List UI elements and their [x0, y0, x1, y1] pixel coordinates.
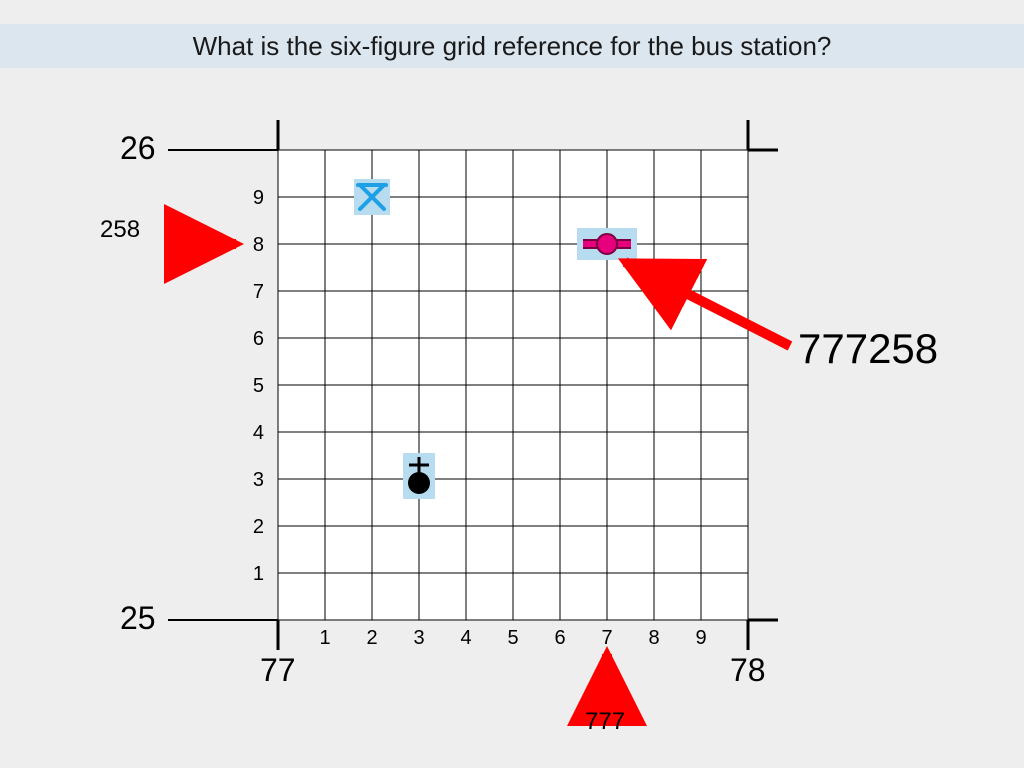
y-sublabel: 4 [253, 422, 264, 444]
y-sublabel: 2 [253, 516, 264, 538]
y-sublabel: 6 [253, 328, 264, 350]
answer-text: 777258 [798, 328, 938, 370]
y-sublabel: 1 [253, 563, 264, 585]
annotation-easting-value: 777 [585, 710, 625, 734]
x-sublabel: 8 [648, 627, 659, 649]
diagram-svg: 123456789123456789 [0, 0, 1024, 768]
y-sublabel: 5 [253, 375, 264, 397]
x-sublabel: 9 [695, 627, 706, 649]
stage: 123456789123456789 [0, 0, 1024, 768]
x-sublabel: 3 [413, 627, 424, 649]
y-sublabel: 7 [253, 281, 264, 303]
y-sublabel: 9 [253, 187, 264, 209]
x-sublabel: 7 [601, 627, 612, 649]
x-sublabel: 4 [460, 627, 471, 649]
label-northing-bottom: 25 [120, 602, 156, 634]
label-easting-right: 78 [730, 654, 766, 686]
x-sublabel: 5 [507, 627, 518, 649]
x-sublabel: 6 [554, 627, 565, 649]
label-easting-left: 77 [260, 654, 296, 686]
x-sublabel: 1 [319, 627, 330, 649]
label-northing-top: 26 [120, 132, 156, 164]
y-sublabel: 3 [253, 469, 264, 491]
x-sublabel: 2 [366, 627, 377, 649]
y-sublabel: 8 [253, 234, 264, 256]
annotation-northing-value: 258 [100, 218, 140, 242]
